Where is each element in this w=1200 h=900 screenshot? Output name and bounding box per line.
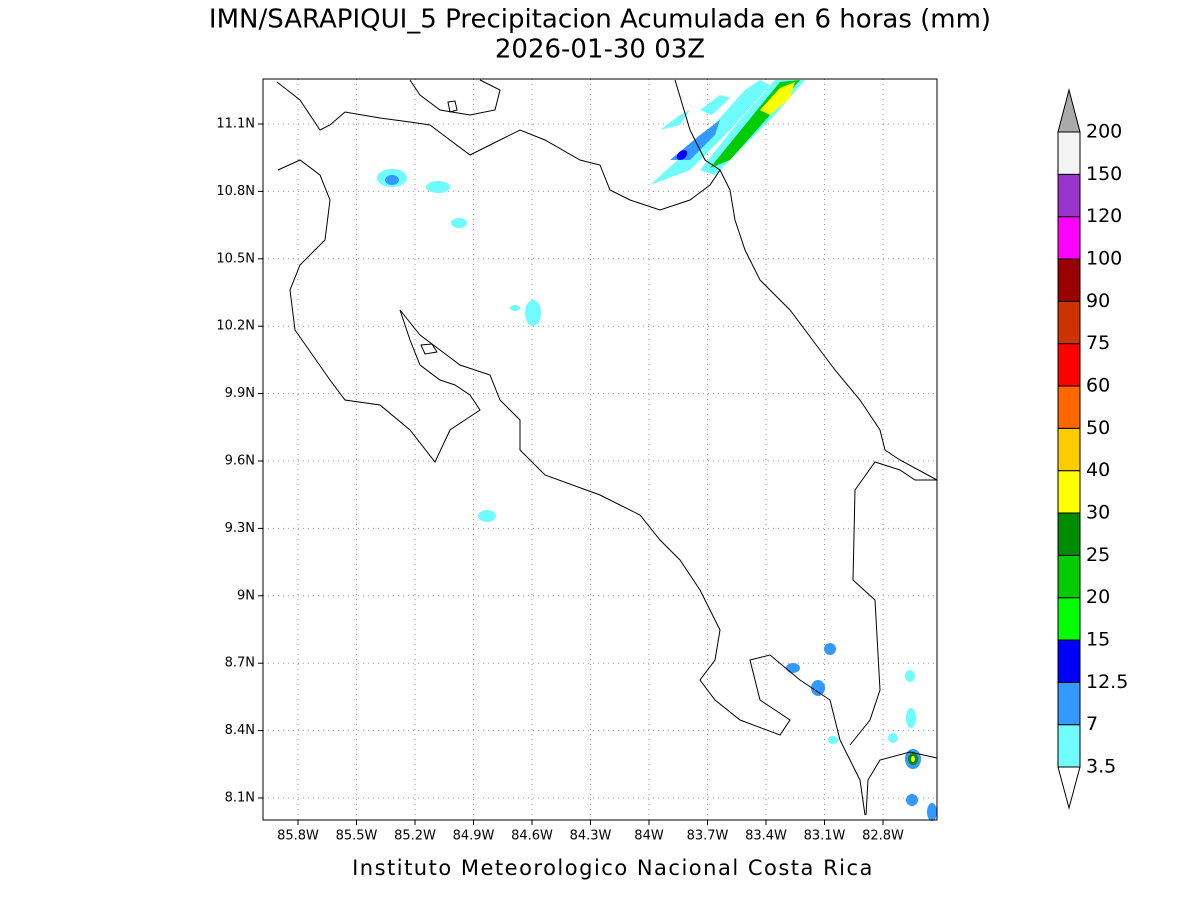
colorbar-label: 120 <box>1086 205 1122 227</box>
colorbar-box <box>1057 724 1081 768</box>
subtitle: 2026-01-30 03Z <box>495 35 705 65</box>
colorbar-label: 25 <box>1086 544 1110 566</box>
lon-label: 84.6W <box>511 829 553 844</box>
lat-label: 9.3N <box>225 521 255 536</box>
colorbar-label: 40 <box>1086 459 1110 481</box>
lat-label: 9.9N <box>225 386 255 401</box>
lon-label: 84W <box>634 829 664 844</box>
colorbar-label: 12.5 <box>1086 671 1128 693</box>
colorbar-box <box>1057 512 1081 556</box>
lat-label: 9N <box>237 588 255 603</box>
title: IMN/SARAPIQUI_5 Precipitacion Acumulada … <box>209 5 991 35</box>
colorbar-label: 3.5 <box>1086 756 1116 778</box>
precipitation <box>377 80 937 821</box>
footer: Instituto Meteorologico Nacional Costa R… <box>352 856 874 880</box>
grid <box>258 79 937 825</box>
colorbar-label: 20 <box>1086 586 1110 608</box>
coastline <box>276 79 938 816</box>
colorbar-label: 15 <box>1086 629 1110 651</box>
lat-label: 10.2N <box>216 319 255 334</box>
colorbar-label: 150 <box>1086 163 1122 185</box>
lat-label: 11.1N <box>216 117 255 132</box>
colorbar-box <box>1057 470 1081 514</box>
lon-label: 83.4W <box>745 829 787 844</box>
colorbar-label: 90 <box>1086 290 1110 312</box>
colorbar-box <box>1057 681 1081 726</box>
lon-label: 85.2W <box>394 829 436 844</box>
colorbar: 3.5 7 12.5 15 20 25 30 40 50 60 75 90 100 120 150 200 <box>1057 88 1128 810</box>
colorbar-box <box>1057 131 1081 175</box>
colorbar-label: 30 <box>1086 502 1110 524</box>
lon-label: 83.1W <box>804 829 846 844</box>
colorbar-label: 100 <box>1086 248 1122 270</box>
lon-label: 84.9W <box>453 829 495 844</box>
colorbar-box <box>1057 173 1081 218</box>
colorbar-label: 50 <box>1086 417 1110 439</box>
colorbar-box <box>1057 343 1081 387</box>
colorbar-box <box>1057 300 1081 345</box>
colorbar-box <box>1057 597 1081 641</box>
lat-label: 8.4N <box>225 723 255 738</box>
colorbar-box <box>1057 258 1081 302</box>
colorbar-label: 7 <box>1086 713 1098 735</box>
lat-label: 10.5N <box>216 251 255 266</box>
colorbar-label: 75 <box>1086 332 1110 354</box>
colorbar-label: 200 <box>1086 121 1122 143</box>
colorbar-box <box>1057 385 1081 429</box>
lat-label: 8.7N <box>225 656 255 671</box>
map-frame <box>262 78 938 821</box>
lat-label: 9.6N <box>225 454 255 469</box>
colorbar-box <box>1057 216 1081 260</box>
colorbar-box <box>1057 554 1081 599</box>
lon-label: 85.8W <box>277 829 319 844</box>
lon-label: 82.8W <box>862 829 904 844</box>
colorbar-over <box>1057 88 1081 133</box>
colorbar-label: 60 <box>1086 375 1110 397</box>
lat-label: 10.8N <box>216 184 255 199</box>
colorbar-box <box>1057 639 1081 683</box>
lat-label: 8.1N <box>225 791 255 806</box>
colorbar-box <box>1057 427 1081 472</box>
lon-label: 84.3W <box>570 829 612 844</box>
colorbar-under <box>1057 766 1081 810</box>
lon-label: 85.5W <box>336 829 378 844</box>
lon-label: 83.7W <box>687 829 729 844</box>
